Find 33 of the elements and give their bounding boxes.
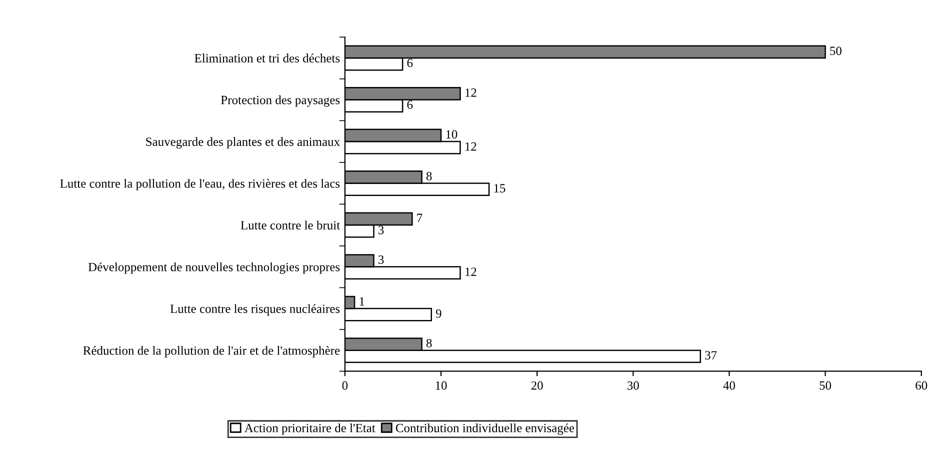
y-tick-label: Lutte contre le bruit [240,220,340,230]
data-label: 50 [830,46,842,56]
data-label: 10 [446,130,458,139]
data-label: 6 [407,58,413,68]
y-tick-label: Réduction de la pollution de l'air et de l'atmosphère [83,346,340,358]
data-label: 6 [407,100,413,109]
legend-label: Action prioritaire de l'Etat [244,423,376,435]
y-tick-label: Lutte contre la pollution de l'eau, des rivières et des lacs [60,178,340,190]
data-label: 3 [378,255,384,264]
data-label: 12 [465,88,476,97]
y-tick-label: Lutte contre les risques nucléaires [170,304,340,316]
y-tick-label: Développement de nouvelles technologies propres [88,262,340,274]
data-label: 8 [426,172,432,180]
legend-label: Contribution individuelle envisagée [396,423,574,435]
y-tick-label: Sauvegarde des plantes et des animaux [146,137,340,149]
data-label: 3 [378,226,384,234]
x-tick-label: 50 [820,381,832,390]
x-tick-label: 10 [436,381,447,390]
x-tick-label: 20 [531,381,543,390]
data-label: 12 [465,268,476,276]
data-label: 12 [465,142,476,151]
data-label: 15 [494,184,506,192]
x-tick-label: 60 [916,381,928,390]
data-label: 37 [705,351,717,360]
data-label: 1 [360,297,364,306]
data-label: 8 [426,338,432,348]
data-label: 9 [436,309,442,318]
data-label: 7 [417,214,422,222]
x-tick-label: 40 [723,381,735,390]
y-tick-label: Protection des paysages [221,95,340,107]
x-tick-label: 0 [342,381,348,390]
x-tick-label: 30 [628,381,639,390]
y-tick-label: Elimination et tri des déchets [194,54,340,62]
